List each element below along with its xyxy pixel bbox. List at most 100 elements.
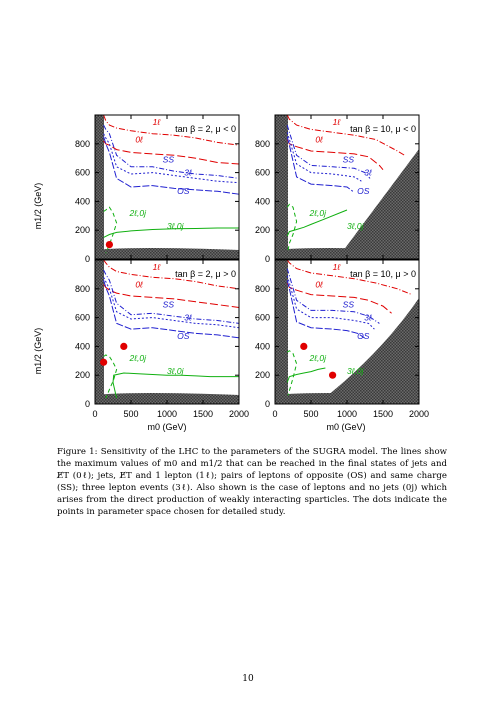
series-line (286, 114, 405, 156)
study-point (329, 371, 337, 379)
series-line (103, 114, 240, 146)
y-tick-label: 800 (255, 139, 270, 149)
figure-caption: Figure 1: Sensitivity of the LHC to the … (57, 446, 447, 518)
x-tick-label: 0 (272, 409, 277, 419)
series-line (103, 269, 240, 324)
series-line (286, 139, 384, 171)
x-tick-label: 1000 (337, 409, 357, 419)
y-tick-label: 0 (265, 399, 270, 409)
excluded-left-band (275, 115, 288, 259)
x-tick-label: 1500 (193, 409, 213, 419)
series-line (286, 124, 371, 179)
series-line (286, 350, 298, 396)
study-point (300, 342, 308, 350)
panel-title: tan β = 2, μ < 0 (175, 124, 236, 134)
series-line (286, 367, 326, 383)
y-tick-label: 600 (255, 168, 270, 178)
x-tick-label: 1000 (157, 409, 177, 419)
x-tick-label: 500 (123, 409, 138, 419)
series-line (103, 280, 240, 339)
y-axis-label-top: m1/2 (GeV) (33, 183, 43, 230)
series-label: OS (357, 331, 370, 341)
y-tick-label: 600 (75, 313, 90, 323)
y-tick-label: 400 (75, 341, 90, 351)
y-tick-label: 800 (75, 284, 90, 294)
series-label: 0ℓ (315, 279, 323, 289)
series-label: 2ℓ,0j (129, 353, 148, 363)
panel-title: tan β = 10, μ > 0 (350, 269, 416, 279)
y-tick-label: 800 (255, 284, 270, 294)
chart-panel-4: 1ℓ 0ℓ SS 3ℓ OS 2ℓ,0j 3ℓ,0j tan β = 10, μ > 0 0 20… (255, 259, 429, 419)
series-line (103, 277, 240, 329)
caption-text: Sensitivity of the LHC to the parameters… (57, 447, 447, 517)
series-label: 3ℓ (364, 312, 372, 322)
caption-label: Figure 1: (57, 447, 98, 457)
x-tick-label: 2000 (229, 409, 249, 419)
chart-panel-3: 1ℓ 0ℓ SS 3ℓ OS 2ℓ,0j 3ℓ,0j tan β = 2, μ > 0 0 200… (75, 259, 249, 419)
series-line (103, 354, 118, 399)
y-tick-label: 400 (255, 196, 270, 206)
series-label: 3ℓ,0j (347, 366, 365, 376)
series-label: 1ℓ (153, 117, 161, 127)
excluded-left-band (95, 260, 104, 404)
series-line (103, 227, 239, 238)
page-number: 10 (242, 674, 254, 684)
y-tick-label: 0 (265, 254, 270, 264)
series-label: 2ℓ,0j (309, 353, 328, 363)
series-line (286, 209, 348, 237)
chart-panel-1: 1ℓ 0ℓ SS 3ℓ OS 2ℓ,0j 3ℓ,0j tan β = 2, μ < 0 0 200… (75, 114, 240, 264)
excluded-left-band (275, 260, 288, 404)
panel-title: tan β = 10, μ < 0 (350, 124, 416, 134)
sugra-sensitivity-figure: 1ℓ 0ℓ SS 3ℓ OS 2ℓ,0j 3ℓ,0j tan β = 2, μ < 0 0 200… (33, 114, 429, 432)
y-tick-label: 600 (75, 168, 90, 178)
excluded-left-band (95, 115, 104, 259)
series-line (103, 133, 240, 184)
y-tick-label: 400 (255, 341, 270, 351)
series-line (103, 124, 240, 179)
series-label: 0ℓ (135, 279, 143, 289)
series-label: 0ℓ (315, 134, 323, 144)
series-line (286, 275, 375, 330)
series-line (286, 132, 362, 182)
series-label: 1ℓ (153, 262, 161, 272)
panel-title: tan β = 2, μ > 0 (175, 269, 236, 279)
series-label: 3ℓ (364, 167, 372, 177)
y-tick-label: 400 (75, 196, 90, 206)
series-line (286, 259, 412, 296)
series-label: SS (343, 155, 355, 165)
series-label: SS (163, 155, 175, 165)
series-label: 3ℓ,0j (167, 366, 185, 376)
series-label: 2ℓ,0j (309, 208, 328, 218)
series-line (286, 203, 298, 251)
series-label: OS (177, 331, 190, 341)
series-label: OS (177, 186, 190, 196)
series-label: OS (357, 186, 370, 196)
x-tick-label: 0 (92, 409, 97, 419)
x-axis-label-left: m0 (GeV) (147, 422, 186, 432)
x-tick-label: 500 (303, 409, 318, 419)
series-line (103, 136, 240, 195)
series-line (286, 136, 354, 192)
y-tick-label: 200 (75, 225, 90, 235)
series-line (286, 282, 392, 314)
chart-panel-2: 1ℓ 0ℓ SS 3ℓ OS 2ℓ,0j 3ℓ,0j tan β = 10, μ < 0 0 20… (255, 114, 420, 264)
y-tick-label: 0 (85, 399, 90, 409)
y-tick-label: 0 (85, 254, 90, 264)
series-label: 1ℓ (333, 117, 341, 127)
series-label: 3ℓ,0j (167, 221, 185, 231)
study-point (105, 241, 113, 249)
series-label: 1ℓ (333, 262, 341, 272)
series-line (112, 372, 239, 399)
x-tick-label: 2000 (409, 409, 429, 419)
series-label: 3ℓ (184, 312, 192, 322)
study-point (120, 342, 128, 350)
y-tick-label: 200 (75, 370, 90, 380)
series-label: 3ℓ,0j (347, 221, 365, 231)
y-tick-label: 200 (255, 370, 270, 380)
excluded-wedge (337, 149, 419, 259)
study-point (100, 358, 108, 366)
series-line (286, 280, 365, 339)
x-axis-label-right: m0 (GeV) (326, 422, 365, 432)
y-tick-label: 200 (255, 225, 270, 235)
series-line (103, 140, 240, 165)
